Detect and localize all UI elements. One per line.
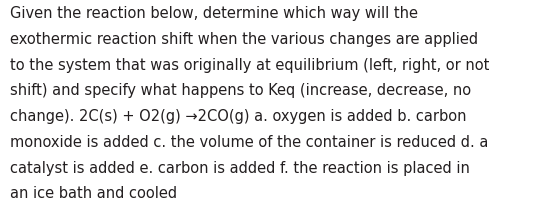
Text: catalyst is added e. carbon is added f. the reaction is placed in: catalyst is added e. carbon is added f. … [10, 161, 470, 176]
Text: shift) and specify what happens to Keq (increase, decrease, no: shift) and specify what happens to Keq (… [10, 83, 471, 98]
Text: an ice bath and cooled: an ice bath and cooled [10, 186, 177, 201]
Text: to the system that was originally at equilibrium (left, right, or not: to the system that was originally at equ… [10, 58, 489, 73]
Text: exothermic reaction shift when the various changes are applied: exothermic reaction shift when the vario… [10, 32, 478, 47]
Text: Given the reaction below, determine which way will the: Given the reaction below, determine whic… [10, 6, 418, 21]
Text: monoxide is added c. the volume of the container is reduced d. a: monoxide is added c. the volume of the c… [10, 135, 488, 150]
Text: change). 2C(s) + O2(g) →2CO(g) a. oxygen is added b. carbon: change). 2C(s) + O2(g) →2CO(g) a. oxygen… [10, 109, 466, 124]
